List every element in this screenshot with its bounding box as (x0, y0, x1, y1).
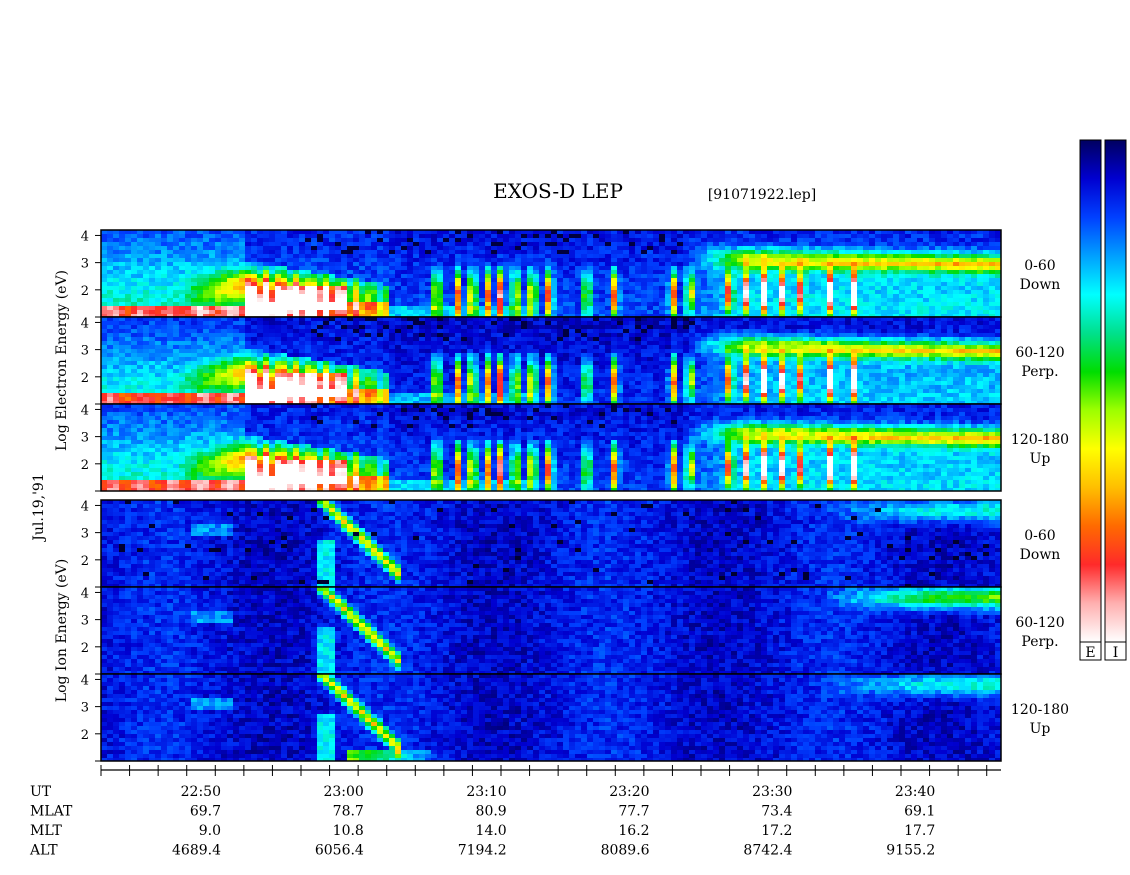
colorbar-i: I (1104, 139, 1127, 661)
y-tick-label: 2 (81, 458, 89, 473)
info-row-label: MLAT (30, 804, 73, 820)
energy-axis: 2 3 4 (81, 499, 101, 588)
electron-ylabel: Log Electron Energy (eV) (54, 270, 70, 451)
y-tick-label: 3 (81, 614, 89, 629)
colorbar-gradient (1104, 139, 1127, 643)
y-tick-label: 2 (81, 284, 89, 299)
info-value: 23:40 (895, 784, 935, 800)
pitch-angle-label: 60-120 (1015, 345, 1064, 361)
y-tick-label: 3 (81, 431, 89, 446)
colorbar-label-box (1104, 641, 1127, 661)
info-row-label: ALT (29, 843, 58, 859)
y-tick-label: 3 (81, 344, 89, 359)
spectrogram-image (101, 317, 1001, 404)
info-value: 17.2 (761, 823, 792, 839)
pitch-angle-label: 0-60 (1024, 528, 1055, 544)
spectrogram-image (101, 674, 1001, 761)
panel-frame (100, 673, 1002, 762)
file-tag: [91071922.lep] (708, 187, 816, 203)
direction-label: Perp. (1021, 634, 1058, 650)
info-value: 80.9 (476, 804, 507, 820)
electron-spectrogram-group: 2 3 4 0-60 Down 2 3 4 60-120 Perp. 2 3 4 120-180 Up Log… (54, 229, 1069, 492)
direction-label: Down (1020, 547, 1061, 563)
info-value: 77.7 (618, 804, 649, 820)
chart-title: EXOS-D LEP (493, 179, 623, 203)
energy-axis: 2 3 4 (81, 586, 101, 675)
y-tick-label: 3 (81, 527, 89, 542)
ion-ylabel: Log Ion Energy (eV) (54, 559, 70, 702)
info-value: 23:30 (752, 784, 792, 800)
y-tick-label: 3 (81, 257, 89, 272)
pitch-angle-label: 0-60 (1024, 258, 1055, 274)
spectrogram-image (101, 587, 1001, 674)
direction-label: Up (1030, 451, 1051, 467)
y-tick-label: 4 (81, 499, 89, 514)
info-value: 8089.6 (601, 843, 650, 859)
pitch-angle-label: 120-180 (1011, 702, 1069, 718)
ion-panel-2: 2 3 4 60-120 Perp. (81, 586, 1065, 675)
info-value: 78.7 (333, 804, 364, 820)
spectrogram-image (101, 500, 1001, 587)
y-tick-label: 4 (81, 229, 89, 244)
info-value: 8742.4 (743, 843, 792, 859)
y-tick-label: 2 (81, 641, 89, 656)
ion-spectrogram-group: 2 3 4 0-60 Down 2 3 4 60-120 Perp. 2 3 4 120-180 Up Log… (54, 499, 1069, 762)
orbit-info-table: UT 22:50 23:00 23:10 23:20 23:30 23:40 MLAT 69.7… (29, 784, 935, 859)
electron-panel-1: 2 3 4 0-60 Down (81, 229, 1061, 318)
info-value: 16.2 (618, 823, 649, 839)
y-tick-label: 2 (81, 371, 89, 386)
info-value: 17.7 (904, 823, 935, 839)
info-value: 23:00 (323, 784, 363, 800)
info-value: 22:50 (181, 784, 221, 800)
info-value: 73.4 (761, 804, 792, 820)
colorbar-gradient (1079, 139, 1102, 643)
energy-axis: 2 3 4 (81, 673, 101, 762)
date-label: Jul.19,'91 (31, 473, 47, 542)
ion-panel-1: 2 3 4 0-60 Down (81, 499, 1061, 588)
ion-panel-3: 2 3 4 120-180 Up (81, 673, 1069, 762)
colorbar-e: E (1079, 139, 1102, 661)
info-value: 4689.4 (172, 843, 221, 859)
direction-label: Up (1030, 721, 1051, 737)
direction-label: Perp. (1021, 364, 1058, 380)
info-value: 69.1 (904, 804, 935, 820)
y-tick-label: 4 (81, 403, 89, 418)
info-value: 7194.2 (458, 843, 507, 859)
time-axis (100, 765, 1001, 776)
panel-frame (100, 403, 1002, 492)
info-value: 10.8 (333, 823, 364, 839)
spectrogram-image (101, 404, 1001, 491)
y-tick-label: 2 (81, 554, 89, 569)
y-tick-label: 4 (81, 673, 89, 688)
y-tick-label: 4 (81, 316, 89, 331)
info-value: 23:10 (466, 784, 506, 800)
colorbar-label: E (1085, 645, 1095, 661)
colorbar-label: I (1113, 645, 1119, 661)
electron-panel-2: 2 3 4 60-120 Perp. (81, 316, 1065, 405)
info-value: 9155.2 (886, 843, 935, 859)
info-value: 9.0 (199, 823, 221, 839)
energy-axis: 2 3 4 (81, 229, 101, 318)
energy-axis: 2 3 4 (81, 316, 101, 405)
pitch-angle-label: 120-180 (1011, 432, 1069, 448)
info-value: 6056.4 (315, 843, 364, 859)
y-tick-label: 3 (81, 701, 89, 716)
info-value: 14.0 (476, 823, 507, 839)
spectrogram-image (101, 230, 1001, 317)
energy-axis: 2 3 4 (81, 403, 101, 492)
info-row-label: UT (30, 784, 52, 800)
y-tick-label: 4 (81, 586, 89, 601)
y-tick-label: 2 (81, 728, 89, 743)
info-value: 69.7 (190, 804, 221, 820)
colorbar-label-box (1079, 641, 1102, 661)
electron-panel-3: 2 3 4 120-180 Up (81, 403, 1069, 492)
info-value: 23:20 (609, 784, 649, 800)
info-row-label: MLT (30, 823, 62, 839)
direction-label: Down (1020, 277, 1061, 293)
pitch-angle-label: 60-120 (1015, 615, 1064, 631)
